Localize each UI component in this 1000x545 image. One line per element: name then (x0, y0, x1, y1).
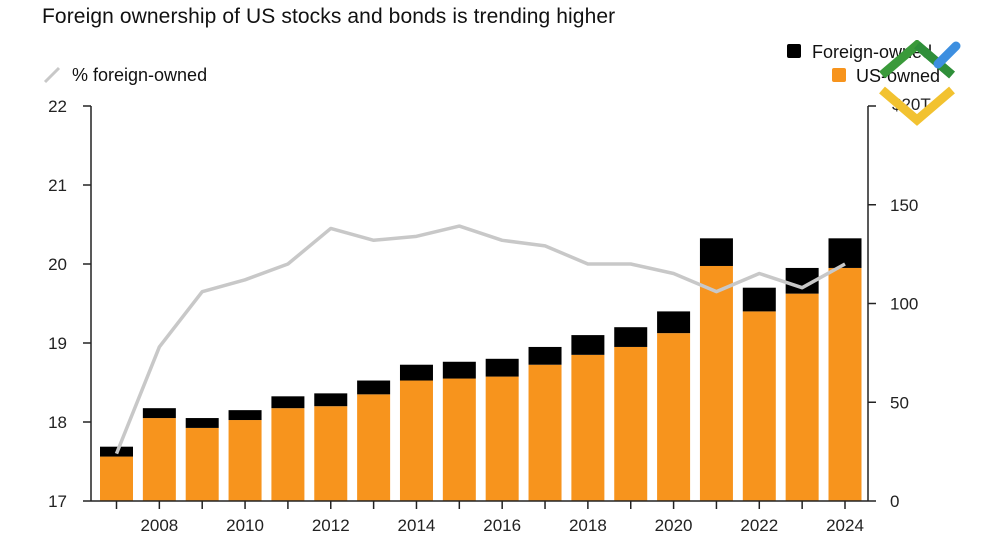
bar-foreign-owned-2020 (657, 311, 691, 334)
bar-foreign-owned-2011 (271, 396, 305, 409)
bar-us-owned-2014 (399, 380, 433, 501)
legend-us-label: US-owned (856, 66, 940, 86)
bar-us-owned-2022 (742, 311, 776, 501)
x-axis-label-2020: 2020 (655, 516, 693, 535)
x-axis-label-2022: 2022 (740, 516, 778, 535)
legend-line-swatch (43, 66, 61, 84)
bar-foreign-owned-2009 (185, 418, 219, 428)
x-axis-label-2018: 2018 (569, 516, 607, 535)
brand-logo-icon (879, 40, 961, 126)
left-axis-label-20: 20 (48, 255, 67, 274)
left-axis-label-21: 21 (48, 176, 67, 195)
bar-us-owned-2024 (828, 267, 862, 501)
left-axis-label-17: 17 (48, 492, 67, 511)
right-axis-label-100: 100 (890, 295, 918, 314)
x-axis-label-2010: 2010 (226, 516, 264, 535)
right-axis-label-50: 50 (890, 393, 909, 412)
legend-line-label: % foreign-owned (72, 65, 207, 85)
bar-us-owned-2016 (485, 376, 519, 501)
bar-foreign-owned-2012 (314, 393, 348, 407)
ticks-layer: 17 18 19 20 21 22 0 50 100 150 2008 2010 2012 2014 201… (48, 97, 918, 535)
bar-foreign-owned-2015 (442, 361, 476, 379)
bar-foreign-owned-2016 (485, 358, 519, 377)
left-axis-label-18: 18 (48, 413, 67, 432)
bar-us-owned-2010 (228, 420, 262, 501)
line-layer (114, 224, 846, 455)
legend-us-swatch (832, 68, 846, 82)
x-axis-label-2012: 2012 (312, 516, 350, 535)
bar-us-owned-2020 (657, 333, 691, 501)
x-axis-label-2024: 2024 (826, 516, 864, 535)
bar-us-owned-2007 (100, 456, 133, 501)
bar-us-owned-2011 (271, 408, 305, 501)
x-axis-label-2008: 2008 (140, 516, 178, 535)
bars-layer (100, 238, 862, 501)
bar-us-owned-2012 (314, 406, 348, 501)
line-pct-foreign-owned (114, 224, 846, 455)
bar-us-owned-2019 (614, 346, 648, 501)
bar-us-owned-2017 (528, 364, 562, 501)
bar-us-owned-2013 (357, 394, 391, 501)
bar-foreign-owned-2024 (828, 238, 862, 268)
right-axis-label-150: 150 (890, 196, 918, 215)
bar-us-owned-2021 (699, 265, 733, 501)
legend: Foreign-owned US-owned % foreign-owned $… (43, 42, 940, 114)
bar-foreign-owned-2014 (399, 364, 433, 381)
bar-foreign-owned-2018 (571, 335, 605, 355)
left-axis-label-19: 19 (48, 334, 67, 353)
right-axis-label-0: 0 (890, 492, 899, 511)
bar-foreign-owned-2021 (699, 238, 733, 266)
bar-us-owned-2009 (185, 427, 219, 501)
bar-foreign-owned-2008 (142, 408, 176, 419)
x-axis-label-2014: 2014 (398, 516, 436, 535)
bar-us-owned-2023 (785, 293, 819, 501)
bar-foreign-owned-2010 (228, 410, 262, 421)
bar-us-owned-2008 (142, 418, 176, 501)
legend-foreign-swatch (787, 44, 801, 58)
bar-foreign-owned-2017 (528, 346, 562, 365)
left-axis-label-22: 22 (48, 97, 67, 116)
bar-foreign-owned-2019 (614, 327, 648, 347)
x-axis-label-2016: 2016 (483, 516, 521, 535)
chart-title: Foreign ownership of US stocks and bonds… (42, 5, 616, 28)
bar-us-owned-2015 (442, 378, 476, 501)
bar-us-owned-2018 (571, 354, 605, 501)
bar-foreign-owned-2013 (357, 380, 391, 395)
bar-foreign-owned-2022 (742, 287, 776, 312)
